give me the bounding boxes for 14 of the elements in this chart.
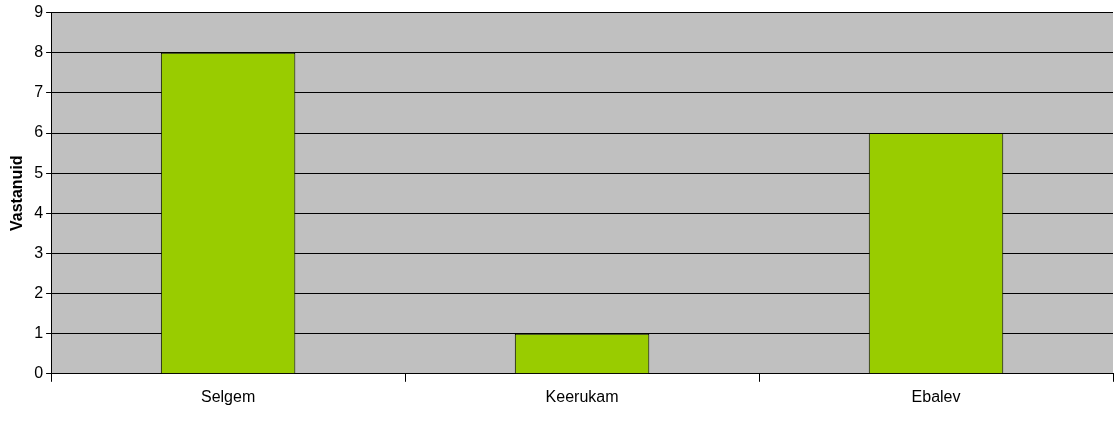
x-tick-label: Selgem <box>200 387 256 405</box>
y-tick-label: 6 <box>34 123 44 141</box>
y-axis-title: Vastanuid <box>8 155 26 231</box>
y-tick-label: 7 <box>34 83 44 101</box>
x-tick-label: Keerukam <box>545 387 619 405</box>
y-tick-label: 5 <box>34 163 44 181</box>
y-tick-label: 9 <box>34 3 44 21</box>
y-tick-label: 4 <box>34 203 44 221</box>
y-tick-label: 2 <box>34 283 44 301</box>
y-tick-label: 0 <box>34 364 44 382</box>
y-tick-label: 1 <box>34 324 44 342</box>
y-tick-label: 3 <box>34 243 44 261</box>
y-tick-label: 8 <box>34 43 44 61</box>
x-tick-label: Ebalev <box>911 387 961 405</box>
